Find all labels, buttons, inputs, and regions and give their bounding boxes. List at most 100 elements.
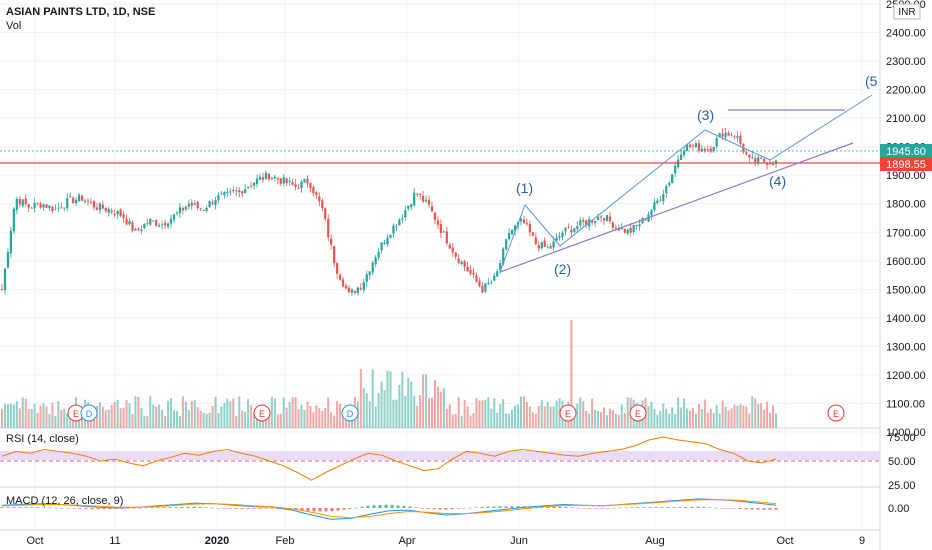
- volume-bar: [582, 401, 585, 428]
- candle-body: [261, 177, 265, 180]
- macd-hist-bar: [90, 508, 94, 510]
- currency-badge-bg[interactable]: [893, 3, 921, 20]
- candle-body: [620, 227, 623, 230]
- candle-body: [78, 194, 81, 202]
- volume-bar: [623, 413, 626, 428]
- candle-body: [445, 231, 448, 244]
- currency-badge[interactable]: INR: [898, 7, 915, 18]
- candle-body: [484, 283, 487, 292]
- macd-hist-bar: [210, 507, 214, 509]
- candle-body: [594, 220, 597, 223]
- volume-bar: [668, 413, 671, 428]
- volume-bar: [371, 368, 374, 428]
- macd-hist-bar: [366, 505, 370, 508]
- volume-bar: [104, 410, 107, 428]
- candle-body: [493, 275, 496, 281]
- volume-bar: [63, 408, 66, 428]
- candle-body: [555, 237, 558, 241]
- macd-hist-bar: [444, 508, 448, 510]
- candle-body: [172, 214, 176, 220]
- volume-bar: [659, 410, 662, 428]
- volume-bar: [481, 400, 484, 428]
- macd-hist-bar: [186, 506, 190, 508]
- macd-hist-bar: [24, 507, 28, 508]
- volume-bar: [181, 396, 184, 428]
- volume-bar: [442, 388, 445, 428]
- macd-hist-bar: [480, 506, 484, 508]
- candle-body: [561, 232, 564, 237]
- candle-body: [341, 279, 345, 287]
- volume-bar: [487, 397, 490, 428]
- macd-hist-bar: [18, 507, 22, 508]
- volume-bar: [647, 406, 650, 428]
- candle-body: [389, 234, 392, 238]
- volume-bar: [232, 398, 235, 428]
- volume-bar: [134, 396, 137, 428]
- candle-body: [72, 197, 75, 204]
- macd-hist-bar: [330, 508, 334, 512]
- volume-bar: [48, 414, 51, 428]
- volume-bar: [727, 410, 730, 428]
- candle-body: [39, 203, 42, 208]
- candle-body: [659, 199, 662, 201]
- macd-hist-bar: [264, 508, 268, 509]
- macd-hist-bar: [240, 508, 244, 509]
- volume-bar: [472, 413, 475, 428]
- macd-hist-bar: [774, 508, 778, 510]
- volume-bar: [253, 412, 256, 428]
- volume-bar: [665, 408, 668, 428]
- volume-bar: [30, 408, 33, 428]
- candle-body: [466, 266, 469, 272]
- volume-bar: [330, 412, 333, 428]
- volume-bar: [398, 384, 401, 428]
- candle-body: [552, 241, 555, 248]
- candle-body: [668, 183, 671, 186]
- macd-hist-bar: [696, 506, 700, 508]
- candle-body: [101, 204, 104, 209]
- macd-hist-bar: [360, 506, 364, 508]
- candle-body: [419, 193, 422, 196]
- candle-body: [21, 199, 24, 206]
- trend-line-lower[interactable]: [499, 142, 854, 273]
- candle-body: [736, 136, 739, 138]
- macd-hist-bar: [12, 507, 16, 508]
- volume-bar: [573, 413, 576, 428]
- elliott-wave-path[interactable]: [499, 94, 873, 273]
- macd-hist-bar: [390, 504, 394, 508]
- volume-bar: [199, 410, 202, 428]
- volume-bar: [374, 406, 377, 428]
- candle-body: [113, 213, 116, 215]
- volume-bar: [766, 401, 769, 428]
- candle-body: [371, 262, 374, 273]
- macd-hist-bar: [174, 507, 178, 508]
- candle-body: [617, 228, 620, 231]
- macd-hist-bar: [510, 506, 514, 508]
- volume-bar: [490, 408, 493, 428]
- candle-body: [45, 204, 48, 208]
- macd-hist-bar: [720, 508, 724, 509]
- volume-bar: [614, 413, 617, 428]
- candle-body: [513, 225, 517, 232]
- volume-bar: [611, 410, 614, 428]
- symbol-title[interactable]: ASIAN PAINTS LTD, 1D, NSE: [6, 6, 155, 18]
- candle-body: [119, 209, 122, 216]
- rsi-axis-25: 25.00: [888, 480, 916, 492]
- candle-body: [57, 207, 60, 209]
- volume-bar: [428, 398, 431, 428]
- volume-bar: [39, 405, 42, 428]
- price-axis-label: 2300.00: [886, 56, 926, 68]
- macd-hist-bar: [552, 506, 556, 508]
- macd-hist-bar: [600, 508, 604, 509]
- volume-bar: [431, 397, 433, 428]
- candle-body: [264, 172, 268, 179]
- volume-bar: [730, 408, 733, 428]
- volume-bar: [226, 398, 229, 428]
- candle-body: [760, 158, 763, 159]
- candle-body: [279, 178, 282, 184]
- macd-hist-bar: [162, 507, 166, 508]
- price-axis-label: 1700.00: [886, 227, 926, 239]
- candle-body: [181, 208, 184, 211]
- macd-hist-bar: [462, 508, 466, 509]
